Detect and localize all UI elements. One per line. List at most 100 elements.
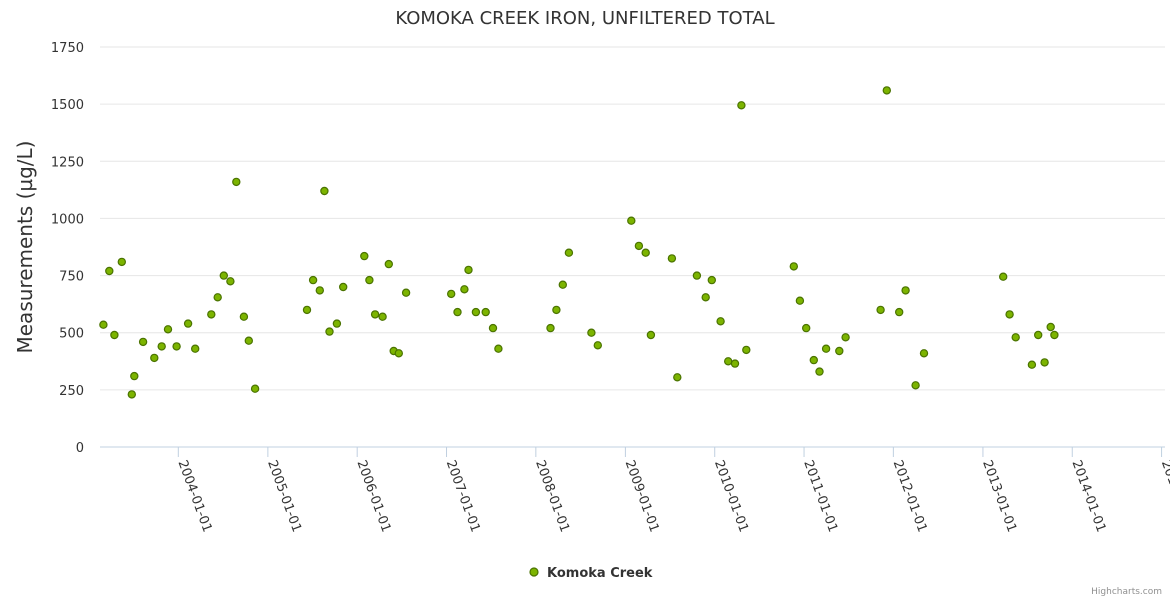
data-point[interactable]	[821, 344, 831, 353]
data-point[interactable]	[716, 317, 725, 326]
y-axis-label: Measurements (µg/L)	[13, 141, 37, 354]
data-point[interactable]	[308, 275, 318, 285]
credits-link[interactable]: Highcharts.com	[1091, 587, 1162, 597]
data-point[interactable]	[1011, 333, 1020, 342]
data-point[interactable]	[701, 293, 710, 302]
data-point[interactable]	[339, 282, 348, 292]
data-point[interactable]	[332, 319, 342, 328]
data-point[interactable]	[742, 345, 751, 355]
data-point[interactable]	[558, 280, 568, 289]
data-point[interactable]	[646, 330, 656, 340]
data-point[interactable]	[150, 353, 159, 363]
x-tick-label: 2010-01-01	[711, 458, 751, 534]
data-point[interactable]	[117, 257, 127, 267]
data-point[interactable]	[552, 305, 561, 315]
data-point[interactable]	[593, 341, 603, 350]
data-point[interactable]	[564, 248, 574, 257]
data-point[interactable]	[692, 271, 702, 280]
data-point[interactable]	[110, 330, 119, 340]
data-point[interactable]	[481, 307, 490, 317]
data-point[interactable]	[447, 289, 456, 299]
data-point[interactable]	[627, 216, 636, 225]
y-tick-label: 1250	[51, 155, 84, 170]
data-point[interactable]	[183, 319, 193, 328]
data-point[interactable]	[1046, 322, 1055, 332]
data-point[interactable]	[919, 349, 929, 358]
legend-marker[interactable]	[529, 567, 539, 577]
data-point[interactable]	[172, 342, 181, 351]
data-point[interactable]	[882, 86, 892, 95]
data-point[interactable]	[384, 259, 393, 269]
data-point[interactable]	[453, 307, 462, 317]
data-point[interactable]	[1050, 330, 1059, 340]
data-point[interactable]	[163, 325, 173, 334]
data-point[interactable]	[213, 293, 222, 302]
y-tick-label: 1500	[51, 98, 84, 113]
data-point[interactable]	[634, 241, 644, 251]
data-point[interactable]	[460, 285, 469, 294]
x-tick-label: 2011-01-01	[800, 458, 840, 534]
data-point[interactable]	[587, 328, 596, 337]
data-point[interactable]	[207, 310, 216, 319]
data-point[interactable]	[471, 307, 481, 317]
data-point[interactable]	[911, 381, 920, 390]
data-point[interactable]	[673, 373, 682, 382]
data-point[interactable]	[226, 277, 235, 286]
data-point[interactable]	[464, 265, 473, 275]
data-point[interactable]	[835, 346, 844, 356]
data-point[interactable]	[895, 307, 904, 317]
x-axis-ticks: 2004-01-01 2005-01-01 2006-01-01 2007-01-01…	[175, 447, 1170, 534]
data-point[interactable]	[320, 186, 329, 196]
y-tick-label: 0	[76, 441, 84, 456]
data-point[interactable]	[488, 323, 498, 333]
data-point[interactable]	[302, 305, 312, 315]
data-point[interactable]	[370, 310, 380, 319]
data-point[interactable]	[394, 349, 403, 358]
data-point[interactable]	[1040, 358, 1049, 367]
data-point[interactable]	[737, 101, 746, 110]
data-point[interactable]	[315, 286, 324, 295]
data-point[interactable]	[401, 288, 411, 297]
data-point[interactable]	[1027, 360, 1037, 369]
data-point[interactable]	[1005, 310, 1014, 319]
data-point[interactable]	[802, 323, 811, 333]
data-point[interactable]	[365, 275, 374, 285]
data-point[interactable]	[707, 275, 717, 285]
data-point[interactable]	[138, 337, 148, 347]
data-point[interactable]	[876, 305, 885, 315]
data-point[interactable]	[795, 296, 805, 305]
data-point[interactable]	[360, 251, 369, 261]
data-point[interactable]	[250, 384, 260, 393]
data-point[interactable]	[127, 390, 136, 399]
data-point[interactable]	[105, 266, 114, 276]
data-point[interactable]	[232, 177, 241, 187]
data-point[interactable]	[494, 344, 503, 353]
data-point[interactable]	[901, 286, 910, 295]
data-point[interactable]	[325, 327, 334, 336]
data-point[interactable]	[1033, 330, 1043, 340]
data-point[interactable]	[239, 312, 249, 321]
data-point[interactable]	[724, 357, 733, 366]
data-point[interactable]	[999, 272, 1008, 281]
data-point[interactable]	[99, 320, 108, 329]
data-point[interactable]	[809, 355, 819, 365]
data-point[interactable]	[190, 344, 200, 353]
data-point[interactable]	[130, 371, 139, 381]
data-point[interactable]	[789, 262, 799, 271]
y-tick-label: 250	[59, 384, 84, 399]
legend-item-komoka-creek[interactable]: Komoka Creek	[547, 566, 653, 581]
data-point[interactable]	[730, 359, 740, 368]
data-point[interactable]	[667, 254, 677, 263]
data-point[interactable]	[641, 248, 650, 257]
data-point[interactable]	[219, 271, 228, 280]
data-point[interactable]	[244, 336, 253, 345]
data-point[interactable]	[546, 323, 555, 333]
data-point[interactable]	[378, 312, 387, 321]
x-tick-label: 2007-01-01	[443, 458, 483, 534]
x-tick-label: 2012-01-01	[890, 458, 930, 534]
data-point[interactable]	[157, 342, 166, 351]
series-komoka-creek	[99, 86, 1059, 399]
legend[interactable]: Komoka Creek	[529, 566, 653, 581]
data-point[interactable]	[815, 367, 824, 376]
data-point[interactable]	[841, 333, 850, 342]
